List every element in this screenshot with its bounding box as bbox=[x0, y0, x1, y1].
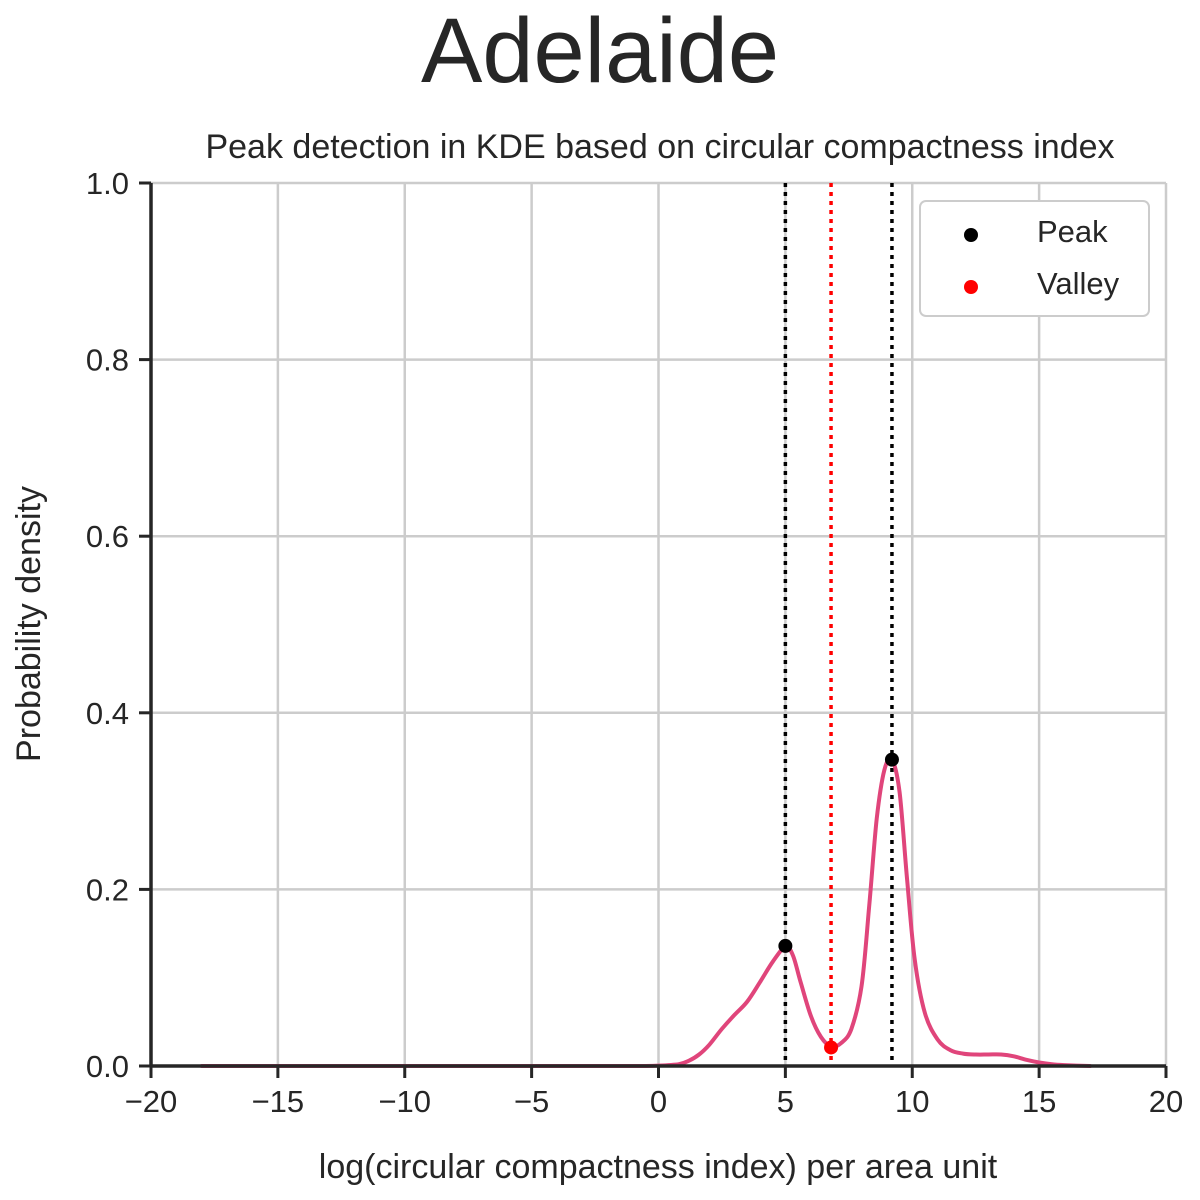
valley-point bbox=[824, 1040, 839, 1055]
x-tick-label: 5 bbox=[777, 1084, 794, 1119]
chart-suptitle: Adelaide bbox=[421, 0, 779, 102]
x-tick-label: 0 bbox=[650, 1084, 667, 1119]
x-tick-label: 15 bbox=[1022, 1084, 1056, 1119]
reference-lines bbox=[783, 183, 894, 1066]
x-tick-label: −10 bbox=[378, 1084, 431, 1119]
y-tick-label: 0.6 bbox=[86, 519, 129, 554]
x-axis-label: log(circular compactness index) per area… bbox=[319, 1148, 998, 1186]
legend-peak-marker bbox=[964, 228, 978, 242]
tick-labels: −20 −15 −10 −5 0 5 10 15 20 0.0 0.2 0.4 0.6 0.8 1.0 bbox=[86, 166, 1183, 1119]
y-tick-label: 0.0 bbox=[86, 1049, 129, 1084]
x-tick-label: −5 bbox=[514, 1084, 549, 1119]
marker-points bbox=[778, 752, 899, 1055]
legend: Peak Valley bbox=[919, 200, 1150, 317]
y-tick-label: 0.4 bbox=[86, 696, 129, 731]
peak-point bbox=[778, 938, 793, 953]
x-tick-label: −20 bbox=[125, 1084, 178, 1119]
legend-peak-label: Peak bbox=[1037, 214, 1108, 249]
y-axis-label: Probability density bbox=[10, 486, 48, 762]
peak-point bbox=[884, 752, 899, 767]
legend-valley-label: Valley bbox=[1037, 266, 1120, 301]
y-tick-label: 0.2 bbox=[86, 872, 129, 907]
kde-curve bbox=[199, 756, 1092, 1069]
chart-title: Peak detection in KDE based on circular … bbox=[205, 128, 1114, 166]
x-tick-label: 10 bbox=[895, 1084, 929, 1119]
y-tick-label: 0.8 bbox=[86, 343, 129, 378]
x-tick-label: −15 bbox=[252, 1084, 305, 1119]
legend-valley-marker bbox=[964, 280, 978, 294]
x-tick-label: 20 bbox=[1149, 1084, 1183, 1119]
y-tick-label: 1.0 bbox=[86, 166, 129, 201]
